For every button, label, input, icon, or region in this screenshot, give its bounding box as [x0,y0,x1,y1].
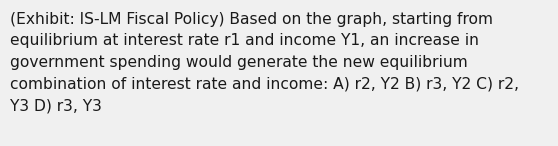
Text: (Exhibit: IS-LM Fiscal Policy) Based on the graph, starting from
equilibrium at : (Exhibit: IS-LM Fiscal Policy) Based on … [10,12,519,113]
